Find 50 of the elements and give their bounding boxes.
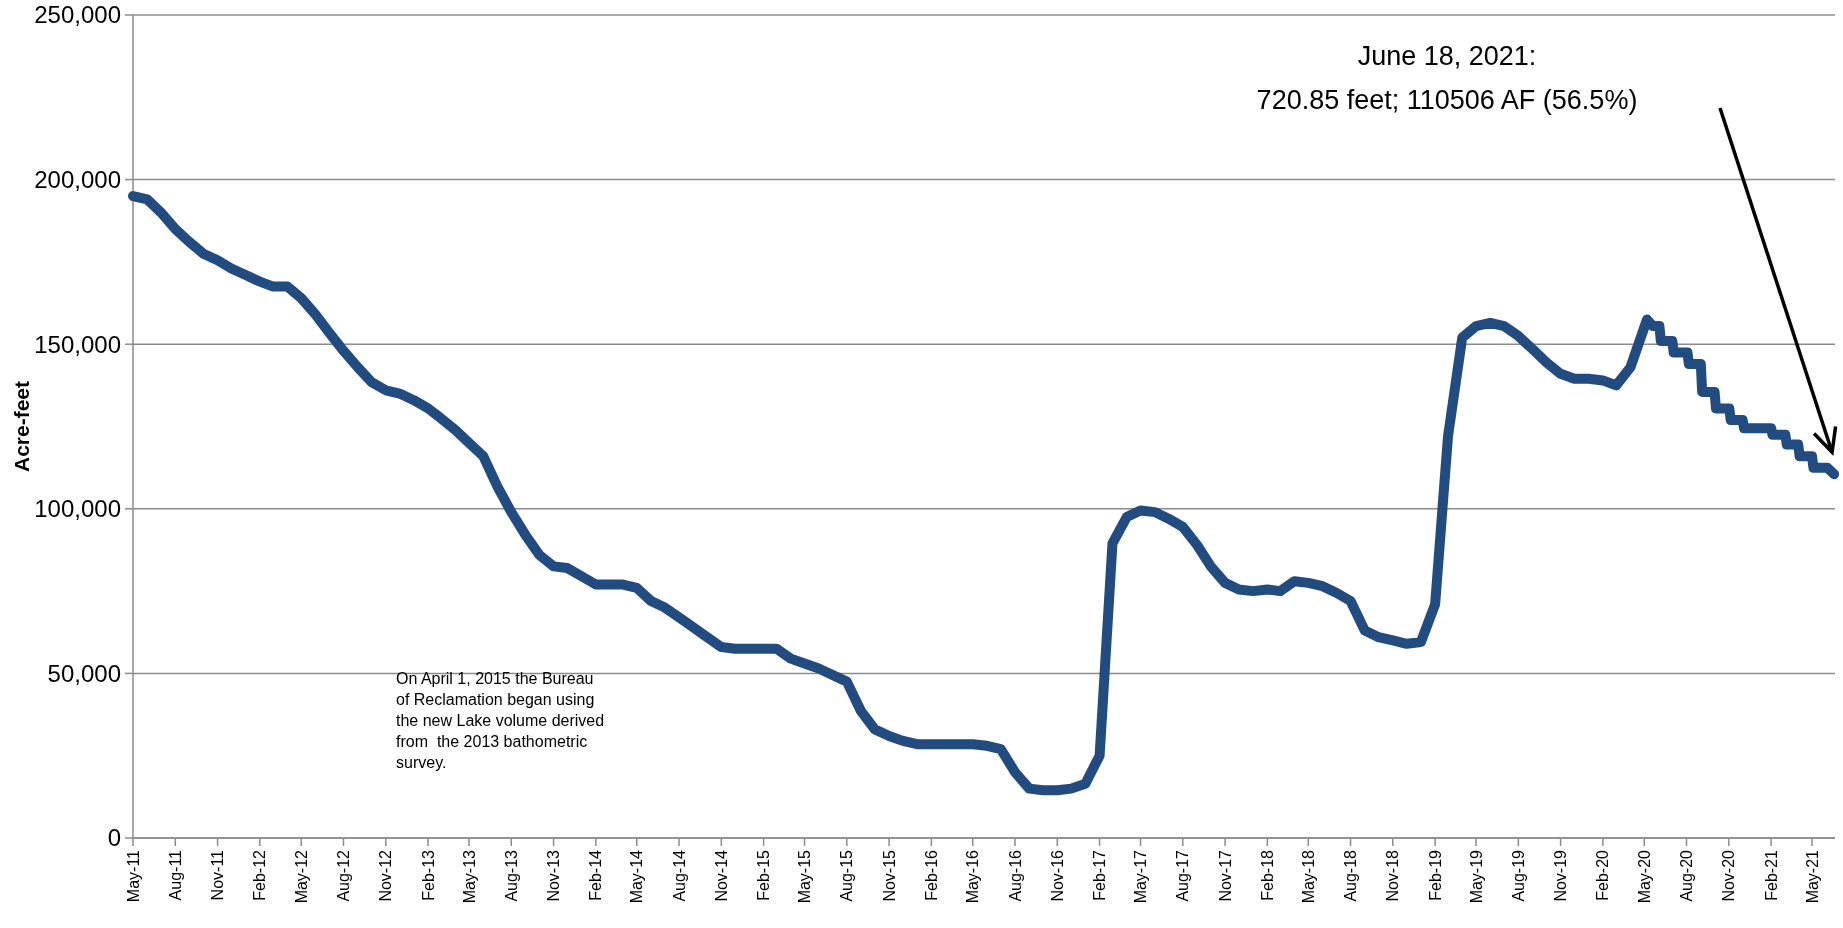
x-tick-label: May-19 [1467,849,1485,904]
y-tick-label: 200,000 [34,166,121,193]
x-tick-label: Feb-15 [755,849,773,901]
x-tick-label: Aug-18 [1342,849,1360,902]
x-tick-label: May-12 [292,849,310,904]
y-tick-label: 50,000 [47,659,121,687]
x-tick-label: Nov-12 [377,849,395,902]
x-tick-label: May-21 [1803,849,1821,904]
x-tick-label: Aug-11 [166,849,184,901]
x-tick-label: Aug-12 [335,849,353,902]
x-tick-label: Feb-14 [587,849,605,901]
x-tick-label: Feb-12 [251,849,269,901]
x-tick-label: Nov-20 [1720,849,1738,902]
x-tick-label: Nov-13 [545,849,563,902]
x-tick-label: Aug-17 [1174,849,1192,902]
x-tick-label: May-11 [124,849,142,903]
y-tick-label: 250,000 [34,1,121,29]
x-tick-label: Nov-15 [880,849,898,902]
x-tick-label: Aug-14 [670,849,688,902]
x-tick-label: Nov-17 [1216,849,1234,902]
x-tick-label: Aug-13 [502,849,520,902]
x-tick-label: Aug-15 [838,849,856,902]
y-tick-label: 0 [107,824,121,852]
annotation: June 18, 2021: 720.85 feet; 110506 AF (56.5%) [1256,41,1638,115]
x-tick-label: May-13 [460,849,478,904]
x-tick-label: May-18 [1299,849,1317,904]
y-tick-label: 100,000 [34,495,121,523]
x-tick-label: Feb-18 [1258,849,1276,901]
x-tick-label: Nov-11 [209,849,227,901]
x-tick-label: Nov-16 [1048,849,1066,902]
x-tick-label: Aug-20 [1678,849,1696,902]
x-tick-label: Aug-19 [1509,849,1527,902]
x-tick-label: Aug-16 [1006,849,1024,902]
x-tick-label: Nov-18 [1384,849,1402,902]
x-tick-label: Feb-16 [922,849,940,901]
x-tick-label: Nov-14 [712,849,730,902]
y-axis-title: Acre-feet [10,380,34,473]
x-tick-label: Feb-21 [1762,849,1780,901]
y-tick-label: 150,000 [34,330,121,358]
x-tick-label: May-14 [628,849,646,904]
annotation: On April 1, 2015 the Bureau of Reclamation began using the new Lake volume derived from the 2013 bathometric survey. [396,670,605,771]
x-tick-label: Feb-13 [419,849,437,901]
x-tick-label: May-20 [1635,849,1653,904]
x-tick-label: May-15 [796,849,814,904]
x-tick-label: Feb-17 [1091,849,1109,901]
x-tick-label: May-16 [964,849,982,904]
x-tick-label: Feb-19 [1426,849,1444,901]
x-tick-label: Nov-19 [1552,849,1570,902]
x-tick-label: Feb-20 [1594,849,1612,901]
x-tick-label: May-17 [1132,849,1150,904]
